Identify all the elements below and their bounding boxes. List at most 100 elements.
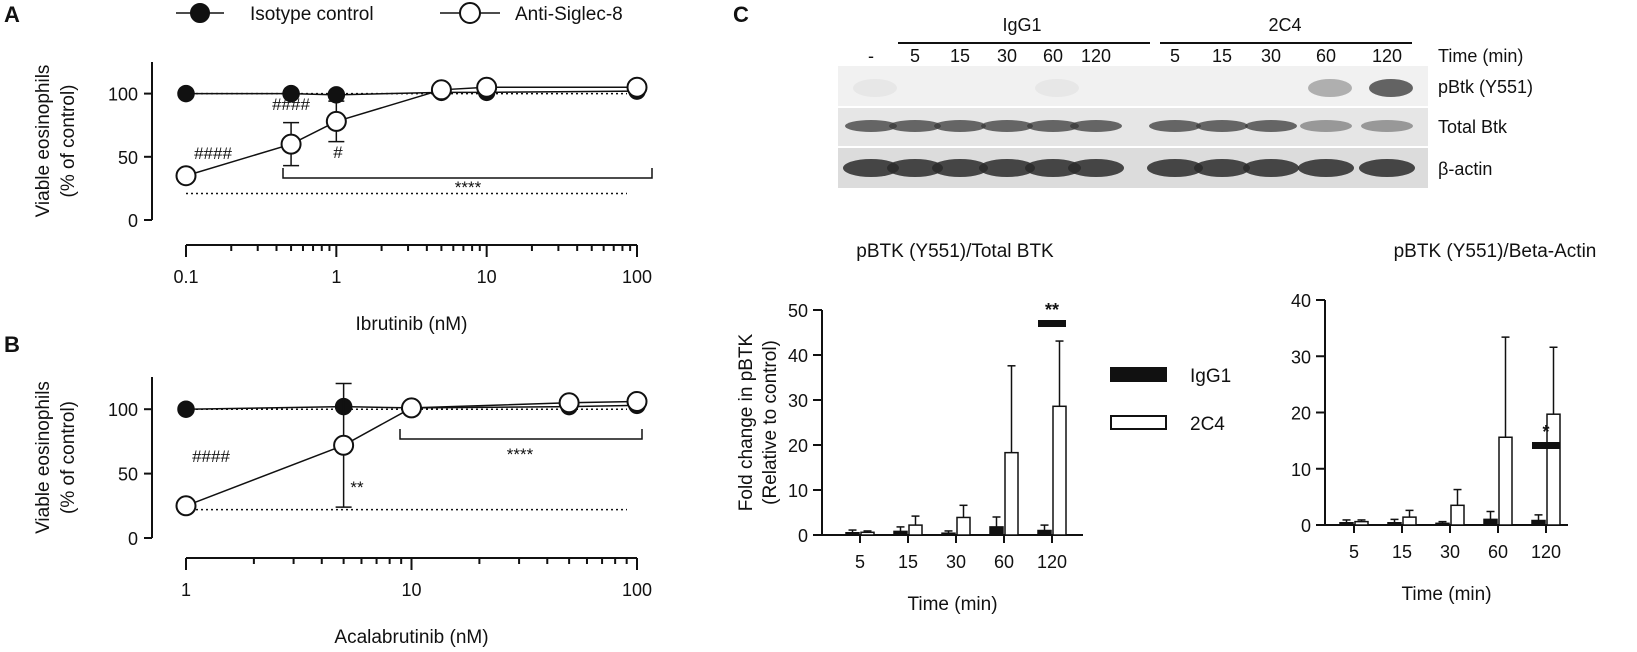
y-tick-label: 40: [788, 346, 808, 366]
series-line-anti-siglec: [185, 86, 637, 177]
band-total-btk: [934, 120, 986, 132]
chart-b-acalabrutinib: 0 50 100 1 10 100 Acalabrutinib (nM) Viable eos…: [33, 377, 652, 648]
bar-igg1: [1387, 522, 1402, 526]
x-axis-label: Time (min): [1401, 584, 1491, 605]
blot-lane-label: 5: [910, 46, 920, 66]
blot-row-label-total-btk: Total Btk: [1438, 117, 1508, 137]
chart-title: pBTK (Y551)/Beta-Actin: [1394, 241, 1597, 262]
band-total-btk: [981, 120, 1033, 132]
series-line-isotype: [186, 90, 638, 96]
y-tick-label: 10: [1291, 460, 1311, 480]
y-tick-label: 100: [108, 400, 138, 420]
bar-igg1: [893, 530, 908, 536]
y-axis-label-line1: Viable eosinophils: [33, 381, 54, 534]
annotation: ****: [455, 178, 482, 197]
x-tick-label: 30: [946, 552, 966, 572]
x-tick-label: 120: [1037, 552, 1067, 572]
significance-annotation: **: [1045, 300, 1059, 320]
point-isotype: [282, 84, 300, 103]
x-tick-label: 120: [1531, 542, 1561, 562]
x-tick-label: 10: [477, 267, 497, 287]
y-tick-label: 30: [788, 391, 808, 411]
band-actin: [979, 159, 1035, 177]
band-total-btk: [1070, 120, 1122, 132]
legend-label-isotype: Isotype control: [250, 4, 374, 25]
band-total-btk: [889, 120, 941, 132]
y-tick-label: 50: [788, 301, 808, 321]
bar-2c4: [1052, 405, 1067, 536]
band-total-btk: [1245, 120, 1297, 132]
blot-lane-label: 5: [1170, 46, 1180, 66]
blot-lane-label: 60: [1043, 46, 1063, 66]
bar-igg1: [845, 532, 860, 536]
bar-igg1: [941, 532, 956, 536]
blot-time-label: Time (min): [1438, 46, 1523, 66]
y-tick-label: 0: [128, 211, 138, 231]
legend-marker-anti-siglec: [459, 2, 481, 24]
legend-top: Isotype control Anti-Siglec-8: [176, 2, 623, 25]
band-total-btk: [1300, 120, 1352, 132]
bar-2c4: [1004, 451, 1019, 536]
x-tick-label: 5: [855, 552, 865, 572]
band-actin: [887, 159, 943, 177]
bar-2c4: [1546, 413, 1561, 526]
significance-bar: [1532, 442, 1560, 449]
y-tick-label: 10: [788, 481, 808, 501]
point-anti-siglec: [325, 110, 347, 132]
annotation: **: [350, 478, 364, 497]
y-tick-label: 0: [798, 526, 808, 546]
y-axis-label-line1: Fold change in pBTK: [736, 333, 757, 511]
blot-group-label-2c4: 2C4: [1268, 15, 1301, 35]
legend-label-anti-siglec: Anti-Siglec-8: [515, 4, 623, 25]
band-total-btk: [1361, 120, 1413, 132]
point-anti-siglec: [280, 133, 302, 155]
blot-lane-label: 60: [1316, 46, 1336, 66]
point-anti-siglec: [333, 434, 355, 456]
annotation: ####: [194, 144, 232, 163]
point-anti-siglec: [401, 397, 422, 419]
bar-igg1: [1435, 522, 1450, 526]
point-anti-siglec: [558, 392, 580, 414]
band-pbtk: [1035, 79, 1079, 97]
band-actin: [1359, 159, 1415, 177]
legend-label-2c4: 2C4: [1190, 414, 1225, 435]
y-tick-label: 50: [118, 148, 138, 168]
band-actin: [932, 159, 988, 177]
band-actin: [1068, 159, 1124, 177]
x-tick-label: 60: [1488, 542, 1508, 562]
y-tick-label: 20: [1291, 404, 1311, 424]
band-actin: [1025, 159, 1081, 177]
x-axis-label: Time (min): [907, 594, 997, 615]
x-tick-label: 60: [994, 552, 1014, 572]
significance-bracket: [399, 429, 643, 440]
bar-2c4: [1498, 436, 1513, 526]
chart-a-ibrutinib: 0 50 100 0.1 1 10 100 Ibrutinib (nM) Viable eosi…: [33, 62, 653, 335]
bar-2c4: [1402, 516, 1417, 526]
x-tick-label: 100: [622, 580, 652, 600]
x-tick-label: 0.1: [173, 267, 198, 287]
band-total-btk: [845, 120, 897, 132]
point-anti-siglec: [626, 390, 648, 412]
blot-lane-label: 120: [1081, 46, 1111, 66]
blot-lane-label: 15: [950, 46, 970, 66]
annotation: ****: [507, 445, 534, 464]
significance-bracket: [282, 168, 653, 179]
blot-row-label-pbtk: pBtk (Y551): [1438, 77, 1533, 97]
point-anti-siglec: [175, 165, 197, 187]
blot-lane-label: 30: [997, 46, 1017, 66]
band-actin: [1147, 159, 1203, 177]
blot-lane-label: 120: [1372, 46, 1402, 66]
y-tick-label: 40: [1291, 291, 1311, 311]
band-total-btk: [1027, 120, 1079, 132]
x-tick-label: 5: [1349, 542, 1359, 562]
bar-2c4: [1354, 520, 1369, 526]
panel-label-a: A: [4, 2, 20, 27]
annotation: #: [333, 143, 343, 162]
legend-swatch-igg1: [1110, 367, 1167, 382]
point-anti-siglec: [175, 495, 197, 517]
x-tick-label: 100: [622, 267, 652, 287]
bar-2c4: [1450, 504, 1465, 526]
point-anti-siglec: [626, 76, 648, 98]
x-tick-label: 15: [1392, 542, 1412, 562]
